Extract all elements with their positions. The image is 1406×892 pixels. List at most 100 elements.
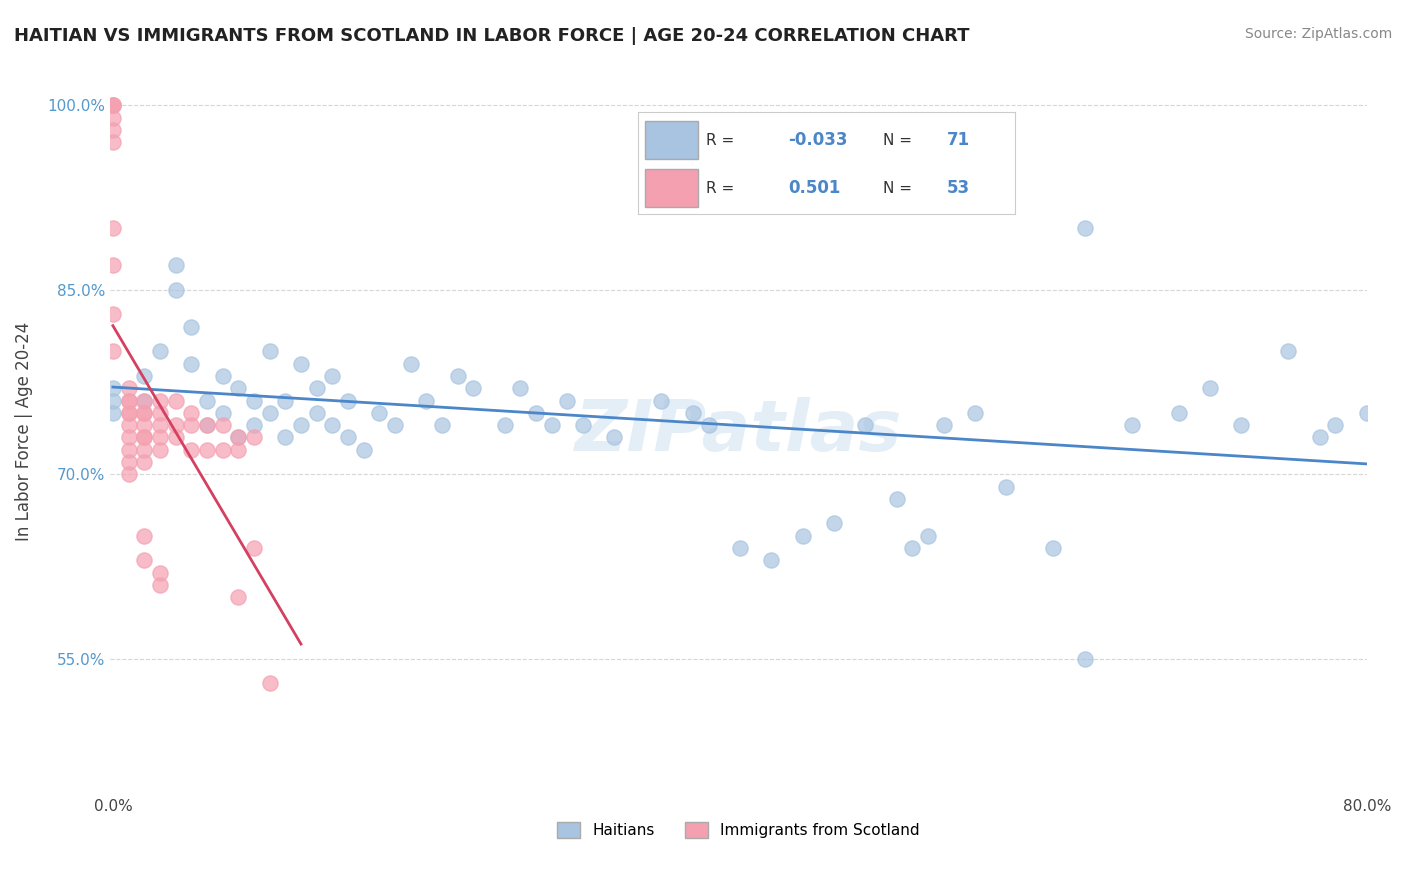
Point: [728, 160, 751, 174]
Point: [557, 393, 579, 408]
Point: [728, 541, 751, 555]
Text: HAITIAN VS IMMIGRANTS FROM SCOTLAND IN LABOR FORCE | AGE 20-24 CORRELATION CHART: HAITIAN VS IMMIGRANTS FROM SCOTLAND IN L…: [14, 27, 970, 45]
Point: [134, 442, 156, 457]
Point: [243, 541, 266, 555]
Point: [149, 393, 172, 408]
Point: [117, 442, 139, 457]
Point: [149, 430, 172, 444]
Point: [211, 368, 233, 383]
Point: [117, 430, 139, 444]
Point: [117, 418, 139, 433]
Point: [134, 406, 156, 420]
Point: [1355, 406, 1378, 420]
Point: [886, 491, 908, 506]
Point: [1121, 418, 1143, 433]
Legend: Haitians, Immigrants from Scotland: Haitians, Immigrants from Scotland: [551, 816, 925, 845]
Point: [165, 283, 187, 297]
Point: [305, 406, 328, 420]
Text: Source: ZipAtlas.com: Source: ZipAtlas.com: [1244, 27, 1392, 41]
Point: [134, 455, 156, 469]
Point: [353, 442, 375, 457]
Point: [337, 430, 360, 444]
Point: [337, 393, 360, 408]
Point: [697, 418, 720, 433]
Text: ZIPatlas: ZIPatlas: [575, 397, 903, 466]
Point: [134, 430, 156, 444]
Point: [1199, 381, 1222, 395]
Point: [792, 529, 814, 543]
Point: [165, 430, 187, 444]
Point: [149, 578, 172, 592]
Point: [823, 516, 845, 531]
Point: [134, 368, 156, 383]
Point: [101, 308, 124, 322]
Point: [134, 529, 156, 543]
Point: [180, 357, 202, 371]
Point: [682, 406, 704, 420]
Point: [134, 393, 156, 408]
Point: [134, 393, 156, 408]
Point: [117, 393, 139, 408]
Point: [149, 442, 172, 457]
Point: [1073, 221, 1095, 235]
Point: [134, 553, 156, 567]
Point: [430, 418, 453, 433]
Point: [134, 406, 156, 420]
Point: [259, 344, 281, 359]
Point: [134, 418, 156, 433]
Point: [853, 418, 876, 433]
Point: [243, 393, 266, 408]
Point: [195, 442, 218, 457]
Point: [149, 406, 172, 420]
Point: [321, 368, 343, 383]
Point: [1277, 344, 1299, 359]
Point: [180, 406, 202, 420]
Point: [101, 98, 124, 112]
Point: [101, 123, 124, 137]
Point: [650, 393, 672, 408]
Point: [165, 258, 187, 272]
Point: [1073, 652, 1095, 666]
Point: [117, 393, 139, 408]
Point: [243, 418, 266, 433]
Point: [165, 393, 187, 408]
Point: [463, 381, 485, 395]
Point: [101, 381, 124, 395]
Point: [761, 553, 783, 567]
Point: [384, 418, 406, 433]
Point: [603, 430, 626, 444]
Point: [290, 418, 312, 433]
Point: [917, 529, 939, 543]
Point: [399, 357, 422, 371]
Point: [180, 442, 202, 457]
Point: [101, 221, 124, 235]
Point: [101, 136, 124, 150]
Point: [494, 418, 516, 433]
Point: [259, 676, 281, 690]
Point: [1324, 418, 1347, 433]
Point: [101, 393, 124, 408]
Point: [101, 98, 124, 112]
Point: [101, 258, 124, 272]
Point: [149, 344, 172, 359]
Point: [101, 406, 124, 420]
Point: [226, 430, 249, 444]
Point: [932, 418, 955, 433]
Point: [274, 393, 297, 408]
Point: [195, 393, 218, 408]
Point: [321, 418, 343, 433]
Point: [524, 406, 547, 420]
Point: [226, 591, 249, 605]
Point: [995, 480, 1018, 494]
Point: [415, 393, 437, 408]
Point: [226, 381, 249, 395]
Point: [195, 418, 218, 433]
Point: [149, 418, 172, 433]
Point: [226, 442, 249, 457]
Point: [101, 111, 124, 125]
Point: [540, 418, 562, 433]
Point: [101, 98, 124, 112]
Point: [117, 406, 139, 420]
Point: [963, 406, 986, 420]
Point: [226, 430, 249, 444]
